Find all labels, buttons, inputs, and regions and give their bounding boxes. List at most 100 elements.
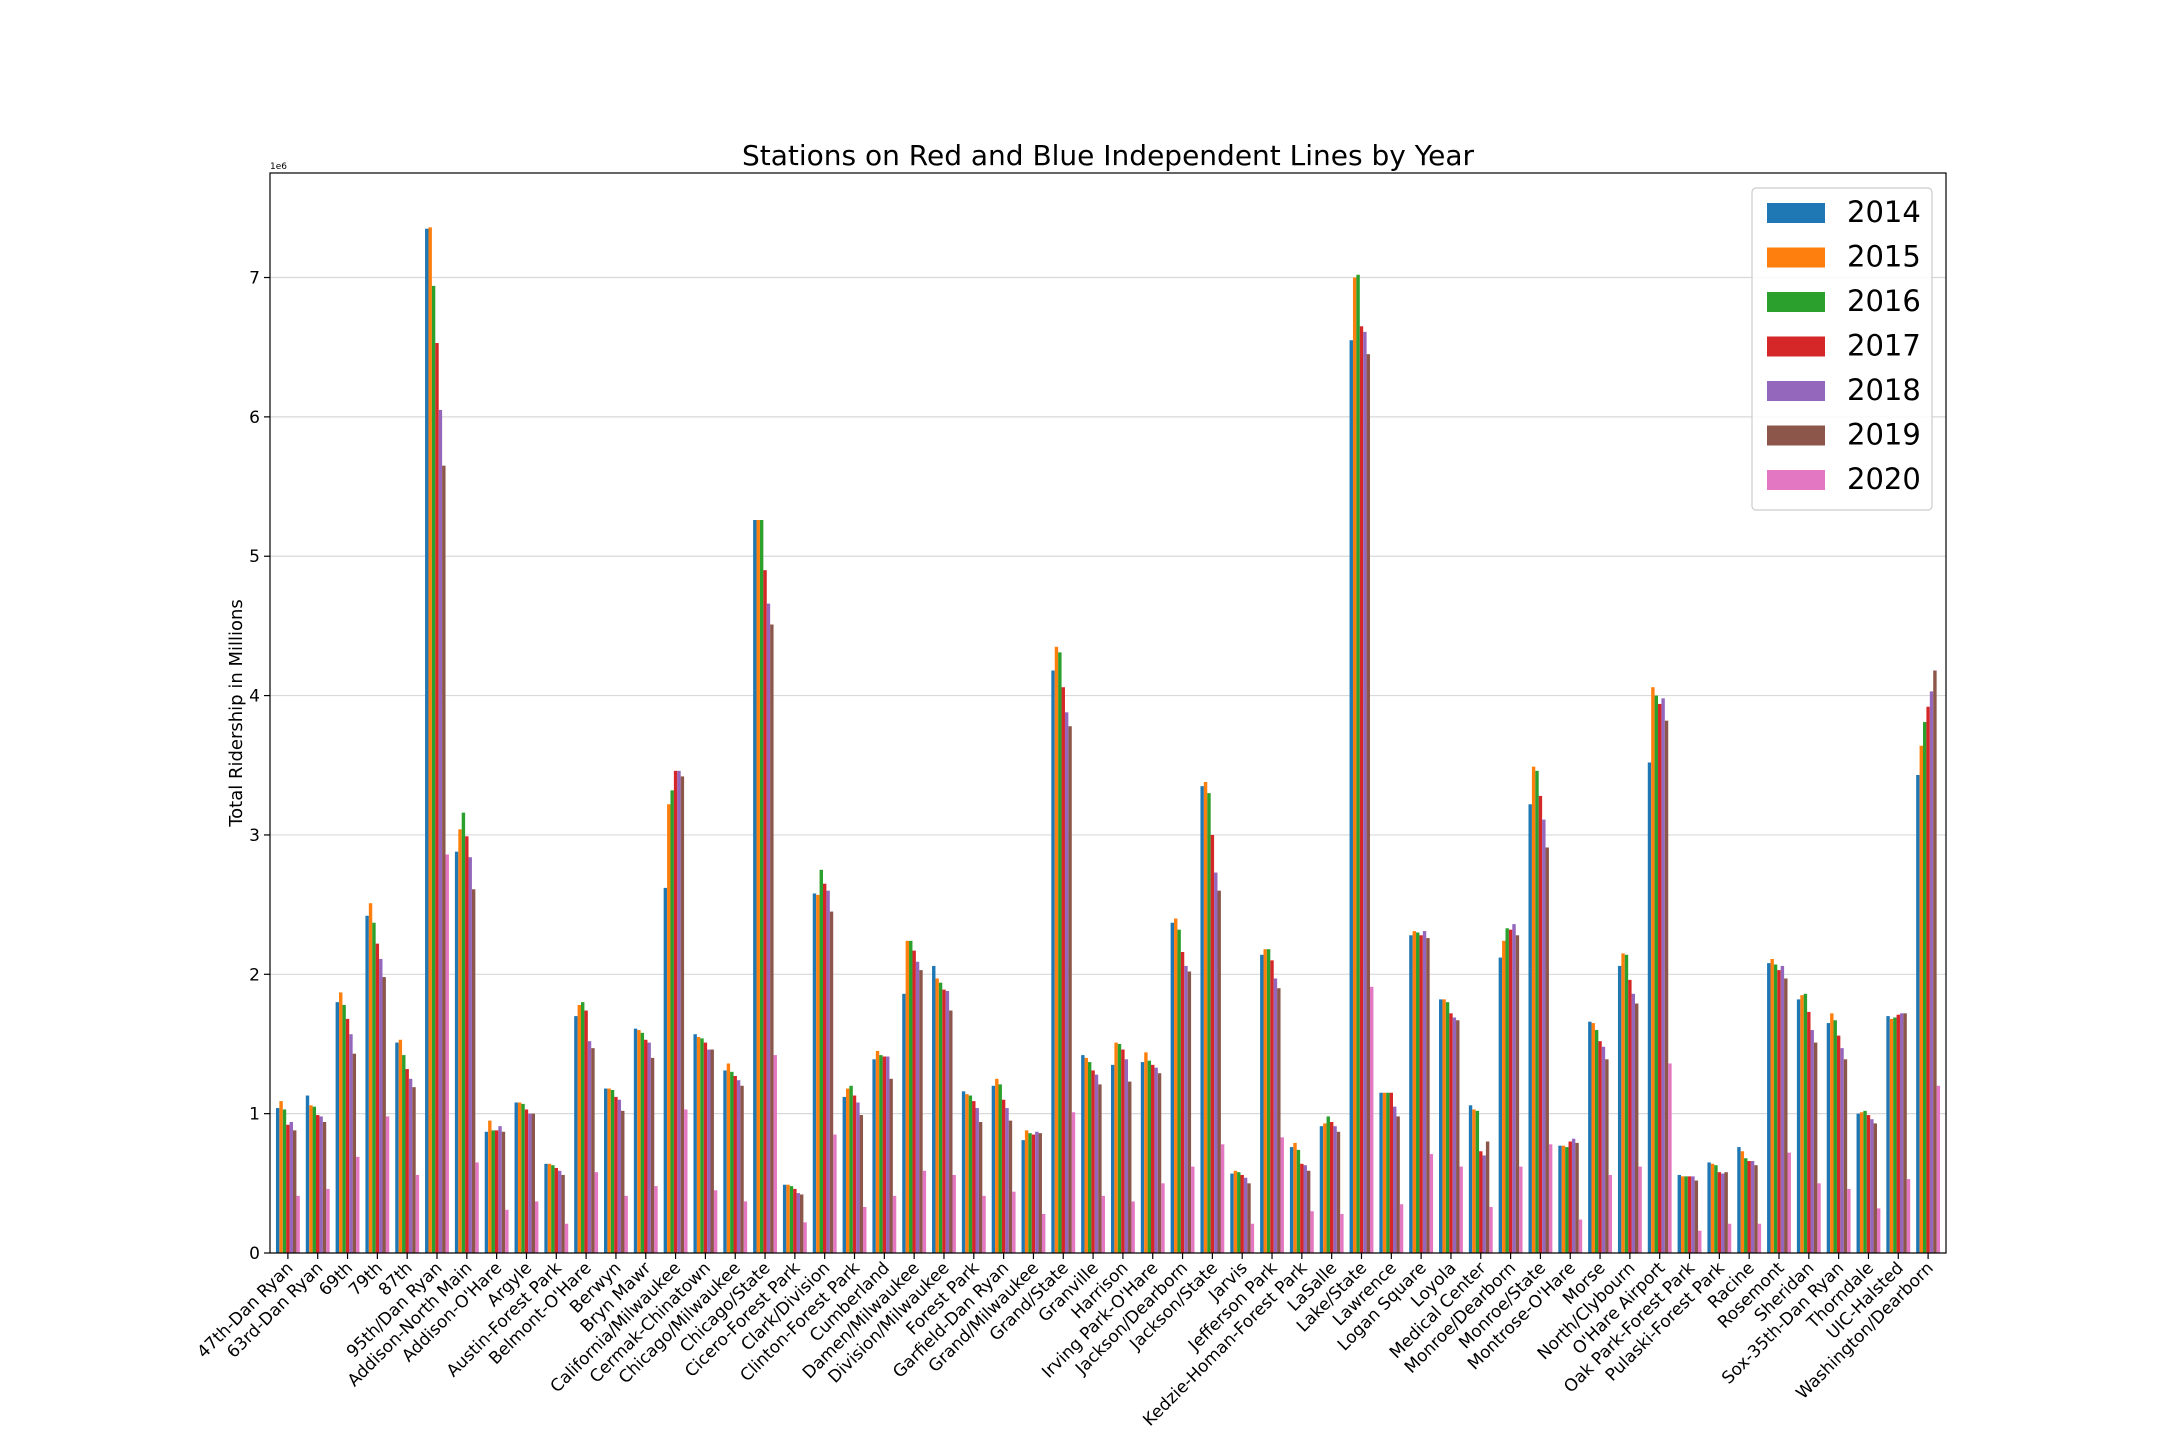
bar [1687,1176,1692,1253]
bar [1558,1145,1562,1253]
bar [700,1038,704,1253]
legend-label: 2015 [1847,240,1921,274]
bar [1140,1062,1145,1253]
bar [617,1099,622,1253]
bar [415,1174,420,1253]
series-2016 [282,274,1927,1254]
bar [412,1087,416,1253]
bar [385,1116,390,1253]
bar [428,227,432,1253]
bar [905,940,910,1253]
bar [644,1039,648,1253]
bar [1903,1013,1907,1253]
bar [475,1162,479,1253]
bar [875,1050,880,1253]
bar [1830,1013,1834,1253]
bar [1694,1180,1699,1253]
bar [1617,965,1622,1253]
bar [696,1037,701,1253]
bar [998,1084,1002,1253]
bar [1333,1126,1337,1253]
bar [1187,971,1192,1253]
bar [594,1172,599,1253]
bar [564,1223,569,1253]
bar [368,903,373,1253]
bar [1803,993,1808,1253]
bar [1008,1120,1013,1253]
legend-label: 2020 [1847,462,1921,496]
bar [1505,928,1509,1253]
bar [1721,1173,1725,1253]
bar [1041,1213,1046,1253]
bar [1382,1092,1387,1253]
bar [763,570,767,1253]
bar [982,1195,986,1253]
legend-label: 2019 [1847,418,1921,452]
bar [574,1016,578,1253]
bar [494,1130,499,1253]
bar [1796,999,1801,1253]
bar [1300,1163,1304,1253]
bar [1393,1106,1397,1253]
bar [1664,720,1669,1253]
bar [365,915,369,1253]
bar [1416,932,1420,1253]
bar [922,1170,927,1253]
bar [1889,1018,1894,1253]
bar [521,1103,525,1253]
bar [1161,1183,1165,1253]
y-axis: 0 1 2 3 4 5 6 7 [249,269,270,1264]
bar [1306,1170,1311,1253]
bar [1101,1195,1106,1253]
bar [1710,1163,1715,1253]
bar [730,1071,734,1253]
bar [766,603,771,1253]
bar [349,1034,353,1253]
bar [1243,1177,1248,1253]
bar [1051,670,1055,1253]
bar [1151,1064,1155,1253]
bar [621,1110,625,1253]
bar [1247,1183,1251,1253]
bar [822,883,827,1253]
bar [886,1056,890,1253]
bar [856,1102,860,1253]
y-tick-label: 1 [249,1105,260,1125]
bar [713,1190,718,1253]
bar [458,829,462,1253]
bar [275,1108,280,1253]
legend-label: 2018 [1847,373,1921,407]
bar [1058,652,1062,1253]
chart-title: Stations on Red and Blue Independent Lin… [742,139,1475,172]
bar [1230,1173,1234,1253]
bar [1933,670,1937,1253]
bar [938,982,943,1253]
bar [395,1042,399,1253]
bar [531,1113,535,1253]
bar [1817,1183,1821,1253]
bar [488,1120,492,1253]
y-tick-label: 5 [249,547,260,567]
bar [1780,965,1785,1253]
bar [1200,786,1204,1253]
bar [1561,1145,1566,1253]
bar [1916,775,1920,1253]
bar [707,1049,711,1253]
bar [534,1201,539,1253]
bar [1084,1057,1088,1253]
bar [1419,935,1423,1253]
bar [1813,1042,1818,1253]
bar [372,922,376,1253]
bar [326,1188,330,1253]
bar [581,1002,585,1253]
bar [1210,834,1215,1253]
bar [1157,1073,1162,1253]
bar [1207,793,1211,1253]
bar [932,965,936,1253]
bar [909,940,913,1253]
bar [1658,703,1662,1253]
bar [1303,1165,1307,1253]
bar [833,1134,837,1253]
bar [743,1201,748,1253]
